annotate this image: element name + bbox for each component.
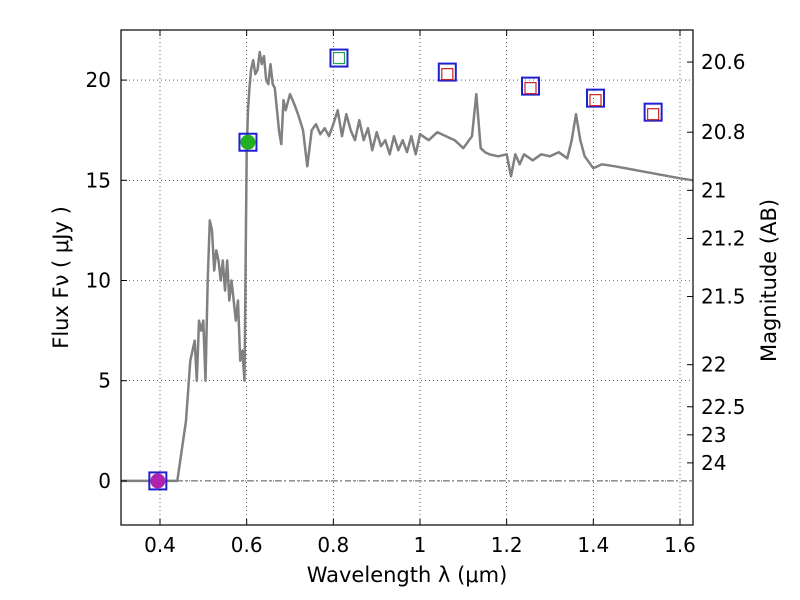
observed-flux-marker [148, 471, 168, 491]
observed-flux-marker [586, 88, 605, 108]
model-flux-marker [150, 473, 166, 489]
y-right-tick-label: 20.8 [701, 120, 746, 144]
observed-flux-marker [329, 48, 349, 68]
axis-ticks: 0.4 0.6 0.8 1 1.2 1.4 1.6 0 5 10 15 20 20.6 20.8 21 21.… [86, 30, 746, 557]
y-axis-label: Flux Fν ( μJy ) [49, 206, 73, 349]
y-tick-label: 5 [98, 369, 111, 393]
x-tick-label: 1.4 [577, 533, 609, 557]
model-flux-marker [332, 51, 346, 65]
y-right-tick-label: 21.2 [701, 226, 746, 250]
x-tick-label: 1.2 [491, 533, 523, 557]
model-flux-marker [524, 82, 537, 95]
x-tick-label: 0.4 [144, 533, 176, 557]
y-right-tick-label: 21.5 [701, 285, 746, 309]
model-flux-marker [589, 94, 602, 107]
model-spectrum-line [121, 50, 694, 483]
observed-flux-marker [238, 132, 258, 152]
x-tick-label: 0.6 [231, 533, 263, 557]
y-right-tick-label: 21 [701, 178, 726, 202]
observed-flux-marker [437, 62, 457, 82]
y-tick-label: 0 [98, 469, 111, 493]
x-tick-label: 1.6 [664, 533, 696, 557]
x-axis-label: Wavelength λ (μm) [307, 563, 508, 587]
photometry-markers [148, 48, 663, 491]
y-tick-label: 20 [86, 68, 111, 92]
model-flux-marker [647, 108, 660, 121]
x-tick-label: 0.8 [317, 533, 349, 557]
y-right-tick-label: 22.5 [701, 395, 746, 419]
y-axis-right-label: Magnitude (AB) [757, 199, 781, 362]
y-right-tick-label: 24 [701, 451, 726, 475]
y-right-tick-label: 23 [701, 423, 726, 447]
y-tick-label: 15 [86, 168, 111, 192]
observed-flux-marker [521, 76, 540, 96]
model-flux-marker [441, 67, 454, 81]
model-flux-marker [240, 134, 256, 150]
observed-flux-marker [643, 102, 663, 122]
y-right-tick-label: 22 [701, 353, 726, 377]
plot-frame [120, 29, 694, 526]
x-tick-label: 1 [414, 533, 427, 557]
y-tick-label: 10 [86, 269, 111, 293]
y-right-tick-label: 20.6 [701, 50, 746, 74]
